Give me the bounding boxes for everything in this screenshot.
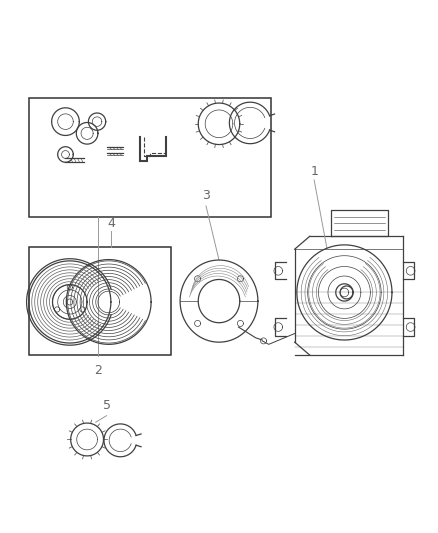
- Text: 2: 2: [94, 364, 102, 377]
- Text: 3: 3: [202, 190, 210, 203]
- Bar: [29, 98, 271, 217]
- Bar: [29, 247, 171, 355]
- Text: 5: 5: [102, 399, 110, 412]
- Text: 4: 4: [107, 217, 115, 230]
- Text: 1: 1: [310, 165, 318, 178]
